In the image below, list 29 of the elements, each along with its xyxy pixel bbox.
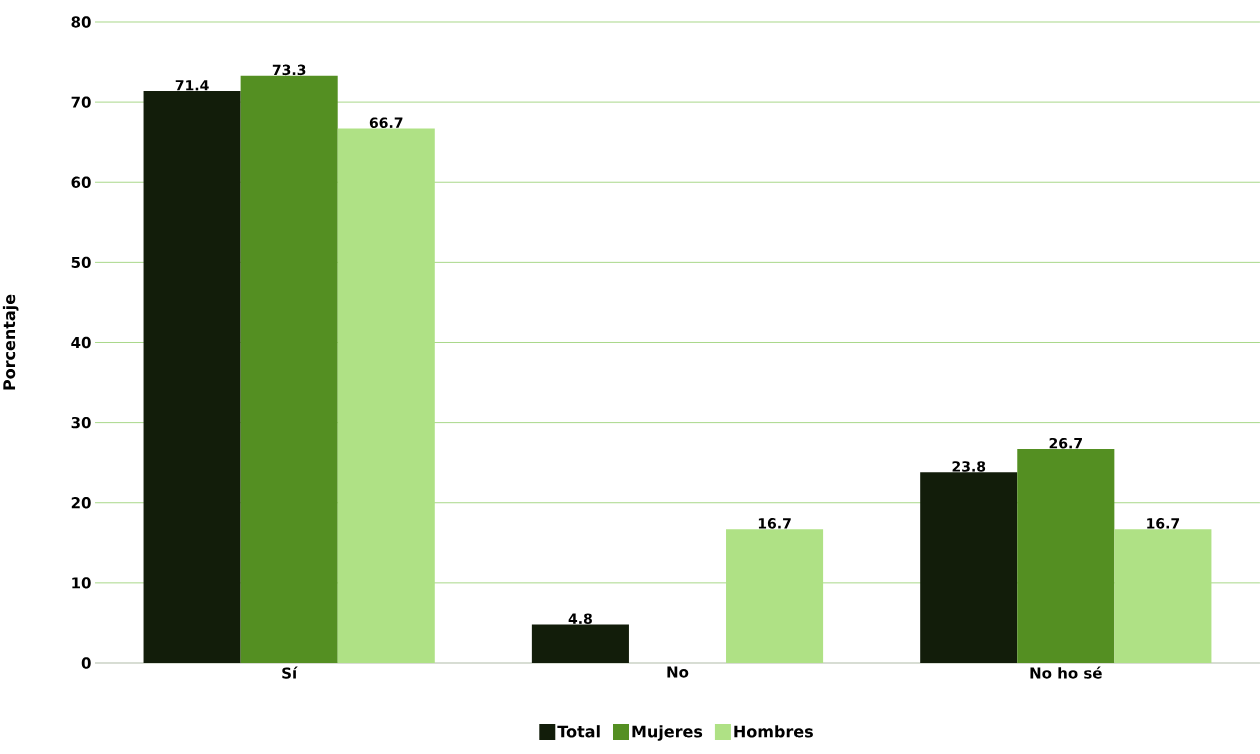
legend-label: Hombres bbox=[734, 725, 813, 738]
y-tick-label: 50 bbox=[71, 256, 91, 269]
data-label: 73.3 bbox=[272, 64, 306, 76]
y-axis-title: Porcentaje bbox=[2, 294, 19, 390]
y-tick-label: 30 bbox=[71, 416, 91, 429]
data-label: 4.8 bbox=[568, 613, 592, 624]
bar bbox=[143, 90, 241, 663]
x-tick-label: Sí bbox=[282, 666, 298, 679]
bar bbox=[240, 75, 338, 663]
y-tick-label: 40 bbox=[71, 336, 91, 349]
bar bbox=[531, 624, 629, 663]
bar bbox=[920, 472, 1018, 663]
data-label: 26.7 bbox=[1049, 437, 1082, 449]
y-tick-label: 60 bbox=[71, 176, 91, 188]
x-tick-label: No bbox=[667, 666, 689, 678]
data-label: 71.4 bbox=[175, 80, 209, 91]
legend-label: Total bbox=[557, 725, 600, 738]
y-tick-label: 10 bbox=[72, 577, 91, 589]
bar bbox=[1017, 449, 1115, 663]
legend-label: Mujeres bbox=[632, 725, 703, 741]
y-tick-label: 80 bbox=[71, 16, 91, 28]
data-label: 66.7 bbox=[369, 117, 403, 129]
y-tick-label: 20 bbox=[71, 497, 91, 509]
data-label: 16.7 bbox=[758, 518, 791, 529]
y-tick-label: 0 bbox=[81, 657, 91, 669]
data-label: 16.7 bbox=[1147, 518, 1180, 529]
data-label: 23.8 bbox=[952, 461, 986, 472]
x-tick-label: No ho sé bbox=[1030, 666, 1102, 679]
y-tick-label: 70 bbox=[71, 96, 91, 108]
